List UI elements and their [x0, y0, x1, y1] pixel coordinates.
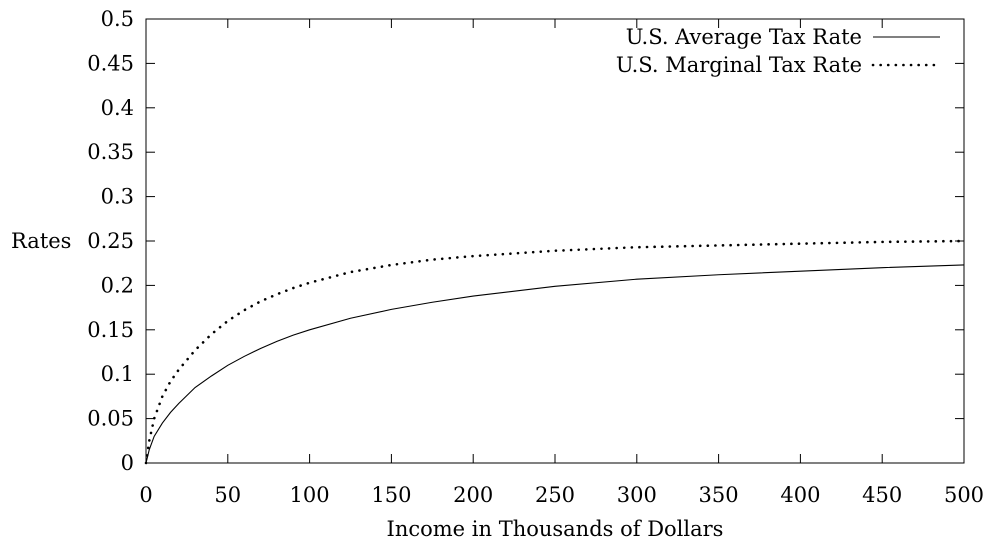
y-tick-label: 0.05: [87, 407, 134, 431]
tick-labels: 0 50 100 150 200 250 300 350 400 450 500 0 0.05 0.1 0.…: [87, 7, 984, 507]
legend-label-marginal: U.S. Marginal Tax Rate: [616, 53, 862, 77]
y-tick-label: 0: [121, 451, 134, 475]
series-line-average: [145, 264, 965, 464]
x-axis-label: Income in Thousands of Dollars: [387, 517, 724, 541]
y-axis-label: Rates: [11, 229, 71, 253]
y-tick-label: 0.15: [87, 318, 134, 342]
y-tick-label: 0.35: [87, 140, 134, 164]
x-tick-label: 150: [371, 483, 411, 507]
y-tick-label: 0.45: [87, 51, 134, 75]
series-line-marginal: [144, 239, 966, 465]
y-tick-label: 0.5: [101, 7, 134, 31]
x-tick-label: 50: [214, 483, 241, 507]
y-tick-label: 0.3: [101, 185, 134, 209]
x-tick-label: 500: [944, 483, 984, 507]
y-tick-label: 0.25: [87, 229, 134, 253]
y-tick-label: 0.2: [101, 273, 134, 297]
x-tick-label: 100: [290, 483, 330, 507]
x-tick-label: 450: [862, 483, 902, 507]
legend-label-average: U.S. Average Tax Rate: [626, 25, 862, 49]
plot-frame: [145, 18, 965, 464]
y-tick-label: 0.1: [101, 362, 134, 386]
legend: U.S. Average Tax Rate U.S. Marginal Tax …: [616, 25, 942, 77]
x-tick-label: 350: [699, 483, 739, 507]
x-tick-label: 0: [139, 483, 152, 507]
x-tick-label: 200: [453, 483, 493, 507]
x-tick-label: 400: [780, 483, 820, 507]
x-tick-label: 300: [617, 483, 657, 507]
y-tick-label: 0.4: [101, 96, 134, 120]
series-lines: [144, 239, 966, 465]
plot-area: [145, 18, 965, 464]
x-tick-label: 250: [535, 483, 575, 507]
axis-ticks: [145, 18, 965, 464]
